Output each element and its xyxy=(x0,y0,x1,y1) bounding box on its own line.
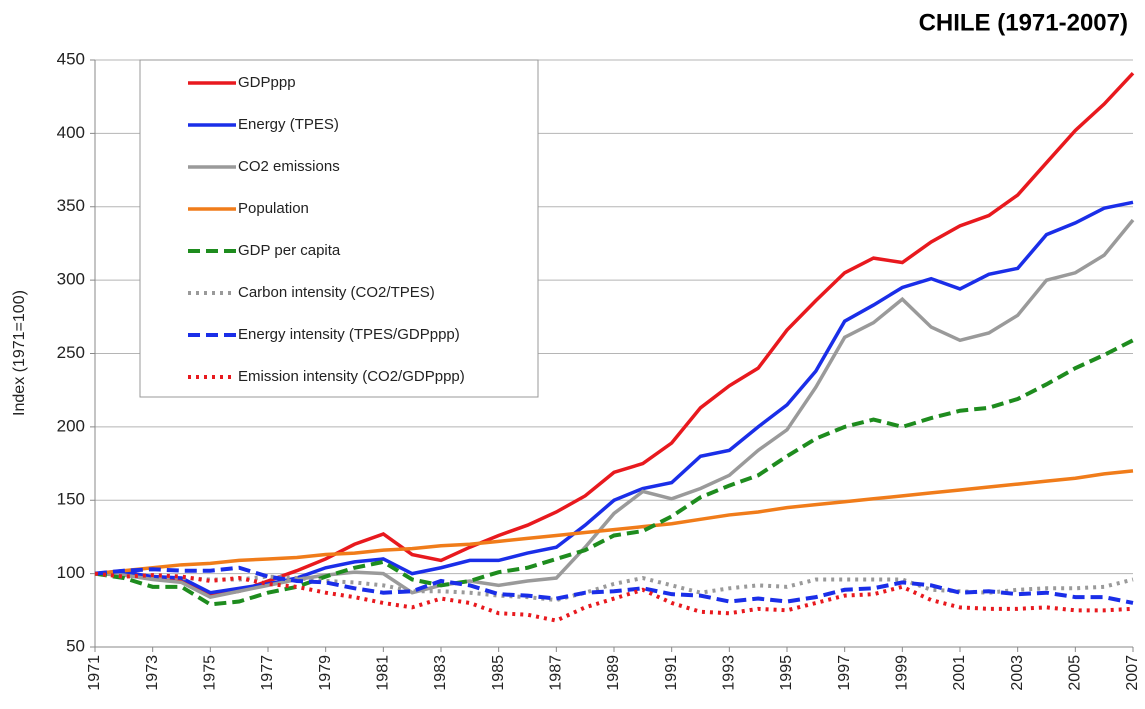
legend-label: GDP per capita xyxy=(238,242,341,259)
x-tick-label: 1979 xyxy=(317,655,334,691)
x-tick-label: 1991 xyxy=(663,655,680,691)
x-tick-label: 2005 xyxy=(1067,655,1084,691)
legend-label: Population xyxy=(238,200,309,217)
series-line xyxy=(94,565,1134,605)
series-line xyxy=(94,218,1135,599)
y-tick-label: 250 xyxy=(57,343,85,362)
legend-label: Energy (TPES) xyxy=(238,116,339,133)
x-tick-label: 2007 xyxy=(1124,655,1141,691)
x-tick-label: 1975 xyxy=(202,655,219,691)
series-line xyxy=(94,72,1135,598)
x-tick-label: 2003 xyxy=(1009,655,1026,691)
x-tick-label: 1995 xyxy=(778,655,795,691)
y-tick-label: 450 xyxy=(57,49,85,68)
legend-label: GDPppp xyxy=(238,74,296,91)
x-tick-label: 1971 xyxy=(86,655,103,691)
x-tick-label: 1977 xyxy=(259,655,276,691)
y-tick-label: 50 xyxy=(66,636,85,655)
series-line xyxy=(94,571,1134,623)
y-tick-label: 400 xyxy=(57,123,85,142)
x-tick-label: 1987 xyxy=(548,655,565,691)
y-tick-label: 150 xyxy=(57,490,85,509)
series-line xyxy=(94,571,1134,603)
y-tick-label: 350 xyxy=(57,196,85,215)
y-tick-label: 100 xyxy=(57,563,85,582)
x-tick-label: 1989 xyxy=(605,655,622,691)
x-tick-label: 2001 xyxy=(951,655,968,691)
x-tick-label: 1997 xyxy=(836,655,853,691)
legend-label: Carbon intensity (CO2/TPES) xyxy=(238,284,435,301)
legend-label: Emission intensity (CO2/GDPppp) xyxy=(238,368,465,385)
y-axis-label: Index (1971=100) xyxy=(11,290,28,416)
y-tick-label: 200 xyxy=(57,416,85,435)
x-tick-label: 1973 xyxy=(144,655,161,691)
series-line xyxy=(94,338,1134,607)
legend-label: CO2 emissions xyxy=(238,158,340,175)
x-tick-label: 1983 xyxy=(432,655,449,691)
chart-title: CHILE (1971-2007) xyxy=(919,9,1128,36)
legend: GDPppp Energy (TPES) CO2 emissions Populati… xyxy=(139,59,539,398)
x-tick-label: 1993 xyxy=(721,655,738,691)
legend-label: Energy intensity (TPES/GDPppp) xyxy=(238,326,460,343)
x-tick-label: 1999 xyxy=(894,655,911,691)
y-tick-label: 300 xyxy=(57,270,85,289)
x-tick-label: 1985 xyxy=(490,655,507,691)
series-line xyxy=(94,469,1134,576)
x-tick-label: 1981 xyxy=(375,655,392,691)
legend-box xyxy=(139,59,539,398)
